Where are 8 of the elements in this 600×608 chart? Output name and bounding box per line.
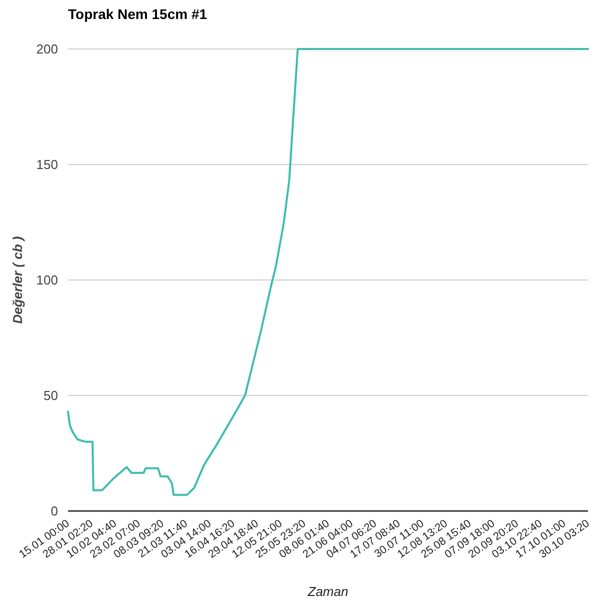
y-tick-label: 50: [44, 388, 58, 404]
chart-title: Toprak Nem 15cm #1: [68, 6, 208, 22]
y-tick-label: 100: [36, 272, 58, 288]
y-tick-label: 0: [50, 504, 58, 519]
y-tick-label: 150: [36, 157, 58, 172]
y-axis-title: Değerler ( cb ): [10, 236, 25, 324]
y-tick-label: 200: [36, 42, 58, 57]
x-axis-title: Zaman: [306, 584, 348, 599]
